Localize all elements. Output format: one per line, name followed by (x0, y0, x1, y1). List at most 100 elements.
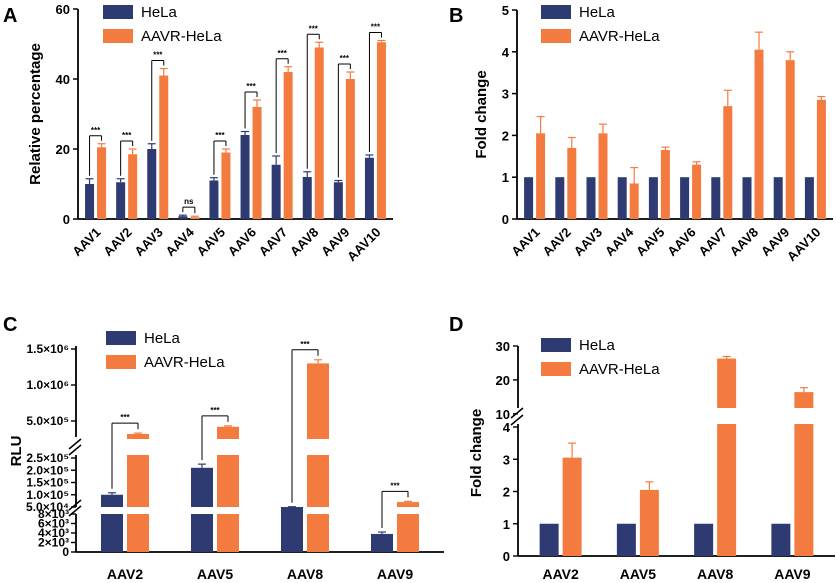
bar-aavr-hela (639, 489, 659, 556)
category-label: AAV1 (69, 225, 103, 259)
axis-break-gap (306, 439, 330, 455)
y-tick-label: 3 (502, 87, 509, 102)
y-tick-label: 60 (56, 2, 70, 17)
y-tick-label: 4 (502, 45, 510, 60)
category-label: AAV7 (695, 225, 729, 259)
significance-label: *** (371, 23, 381, 32)
y-tick-label: 4 (503, 420, 511, 435)
y-tick-label: 2 (503, 485, 510, 500)
y-axis-label: Relative percentage (27, 43, 44, 185)
bar-hela (711, 177, 721, 219)
bar-aavr-hela (723, 106, 733, 219)
axis-break-gap (100, 507, 124, 514)
y-axis-label: Fold change (468, 409, 485, 497)
category-label: AAV2 (542, 566, 579, 582)
bar-hela (555, 177, 565, 219)
category-label: AAV8 (287, 225, 321, 259)
panel-label: B (449, 5, 463, 27)
axis-break-gap (190, 507, 214, 514)
category-label: AAV5 (633, 225, 667, 259)
legend-swatch-aavr-hela (103, 29, 133, 43)
y-tick-label: 2.5×10⁵ (26, 451, 69, 465)
bar-aavr-hela (376, 42, 386, 219)
category-label: AAV9 (774, 566, 811, 582)
axis-break-gap (126, 439, 150, 455)
y-tick-label: 1.0×10⁶ (26, 378, 69, 392)
bar-aavr-hela (754, 49, 764, 220)
category-label: AAV3 (131, 225, 165, 259)
axis-break-gap (216, 439, 240, 455)
legend-swatch-hela (103, 5, 133, 19)
significance-label: *** (153, 51, 163, 60)
bar-hela (101, 494, 123, 552)
y-tick-label: 0 (63, 212, 70, 227)
bar-hela (804, 177, 814, 219)
y-tick-label: 1 (502, 170, 509, 185)
legend-label-aavr-hela: AAVR-HeLa (579, 361, 660, 378)
legend-swatch-hela (106, 331, 136, 345)
y-tick-label: 10 (496, 407, 510, 422)
bar-aavr-hela (217, 426, 239, 552)
bar-aavr-hela (562, 457, 582, 556)
category-label: AAV5 (197, 566, 234, 582)
axis-break-mark (510, 414, 524, 426)
bar-hela (364, 157, 374, 219)
bar-hela (240, 135, 250, 219)
legend-swatch-aavr-hela (541, 29, 571, 43)
legend-label-hela: HeLa (579, 4, 616, 21)
y-tick-label: 6×10³ (38, 517, 69, 531)
bar-aavr-hela (717, 358, 737, 556)
bar-aavr-hela (794, 392, 814, 556)
axis-break-gap (306, 507, 330, 514)
bar-aavr-hela (307, 363, 329, 552)
bar-aavr-hela (598, 133, 608, 219)
bar-hela (694, 523, 714, 556)
bar-aavr-hela (345, 79, 355, 219)
legend-swatch-hela (541, 338, 571, 352)
bar-hela (617, 177, 627, 219)
bar-hela (209, 180, 219, 219)
legend-label-aavr-hela: AAVR-HeLa (144, 354, 225, 371)
axis-break-gap (716, 408, 738, 424)
bar-aavr-hela (221, 152, 231, 219)
legend-label-aavr-hela: AAVR-HeLa (579, 28, 660, 45)
y-tick-label: 1 (503, 517, 510, 532)
category-label: AAV10 (784, 225, 824, 265)
bar-aavr-hela (536, 133, 546, 219)
axis-break-gap (396, 507, 420, 514)
y-tick-label: 40 (56, 72, 70, 87)
category-label: AAV8 (697, 566, 734, 582)
category-label: AAV2 (107, 566, 144, 582)
bar-aavr-hela (785, 60, 795, 219)
y-tick-label: 4×10³ (38, 526, 69, 540)
bar-hela (281, 507, 303, 552)
bar-hela (648, 177, 658, 219)
category-label: AAV2 (539, 225, 573, 259)
bar-hela (85, 184, 95, 219)
category-label: AAV6 (664, 225, 698, 259)
category-label: AAV10 (344, 225, 384, 265)
y-tick-label: 5.0×10⁴ (26, 500, 69, 514)
category-label: AAV6 (225, 225, 259, 259)
bar-hela (147, 149, 157, 219)
bar-hela (539, 523, 559, 556)
axis-break-gap (793, 408, 815, 424)
bar-hela (524, 177, 534, 219)
y-tick-label: 2.0×10⁵ (26, 463, 69, 477)
bar-hela (680, 177, 690, 219)
bar-aavr-hela (816, 99, 826, 219)
y-tick-label: 2 (502, 128, 509, 143)
category-label: AAV7 (256, 225, 290, 259)
axis-break-mark (68, 438, 82, 450)
significance-label: *** (390, 481, 400, 490)
category-label: AAV8 (727, 225, 761, 259)
category-label: AAV5 (194, 225, 228, 259)
bar-aavr-hela (397, 502, 419, 552)
legend-swatch-aavr-hela (541, 362, 571, 376)
category-label: AAV4 (163, 224, 198, 259)
panel-d: D 0 1 2 3 410 20 30 Fold change HeLa AAVR-HeLa AAV2… (449, 314, 835, 582)
y-tick-label: 30 (496, 339, 510, 354)
legend-label-aavr-hela: AAVR-HeLa (141, 28, 222, 45)
